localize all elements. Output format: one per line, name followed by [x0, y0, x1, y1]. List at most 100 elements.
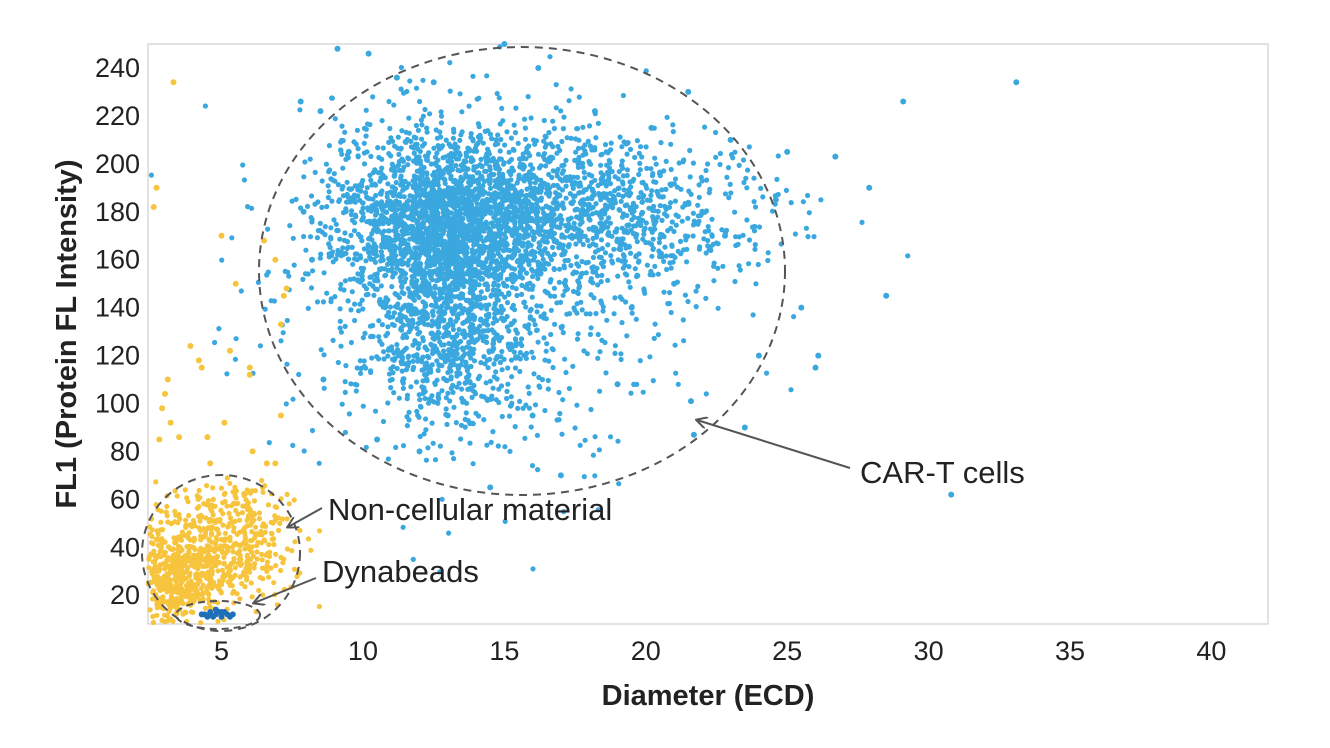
scatter-point-series-0: [339, 401, 345, 407]
scatter-point-series-0: [469, 237, 475, 243]
scatter-point-series-0: [308, 285, 315, 291]
scatter-point-series-0: [499, 202, 505, 209]
scatter-point-series-0: [496, 95, 502, 101]
scatter-point-series-0: [506, 183, 512, 189]
scatter-point-series-0: [546, 358, 552, 364]
scatter-point-series-0: [454, 331, 460, 337]
scatter-point-series-0: [484, 396, 490, 402]
scatter-point-series-0: [523, 402, 529, 408]
scatter-point-series-0: [661, 258, 667, 264]
scatter-point-series-0: [705, 161, 711, 167]
scatter-point-series-1: [180, 611, 186, 617]
scatter-point-series-0: [582, 175, 588, 181]
scatter-point-series-0: [633, 316, 639, 322]
scatter-point-series-0: [535, 259, 541, 265]
scatter-point-series-0: [568, 86, 574, 92]
scatter-point-series-0: [690, 233, 696, 239]
scatter-point-series-0: [736, 234, 742, 240]
scatter-point-series-0: [443, 395, 449, 401]
scatter-point-series-0: [529, 208, 535, 214]
scatter-point-series-1: [171, 535, 177, 541]
scatter-point-series-0: [359, 268, 366, 275]
scatter-point-series-0: [528, 424, 534, 430]
scatter-point-series-0: [370, 196, 376, 202]
scatter-point-series-0: [543, 163, 549, 169]
scatter-point-series-0: [592, 473, 598, 479]
scatter-point-series-1: [150, 613, 156, 620]
scatter-point-series-0: [498, 209, 504, 215]
scatter-point-series-0: [462, 333, 468, 339]
scatter-point-series-0: [434, 135, 440, 141]
scatter-point-series-0: [529, 202, 535, 208]
scatter-point-series-0: [429, 277, 435, 283]
scatter-point-series-0: [515, 140, 521, 146]
scatter-point-series-0: [524, 256, 530, 262]
scatter-point-series-0: [365, 195, 371, 201]
scatter-point-series-0: [685, 233, 691, 239]
scatter-point-series-0: [720, 263, 726, 269]
scatter-point-series-0: [455, 144, 461, 150]
scatter-point-series-0: [390, 370, 396, 376]
scatter-point-series-0: [474, 201, 480, 207]
scatter-point-series-0: [588, 278, 594, 284]
scatter-point-series-0: [608, 253, 614, 259]
scatter-point-series-1: [164, 503, 170, 510]
scatter-point-series-0: [662, 211, 668, 217]
scatter-point-series-0: [332, 116, 338, 122]
scatter-point-series-0: [565, 257, 571, 263]
scatter-point-series-0: [599, 245, 606, 252]
scatter-point-series-1: [195, 581, 201, 587]
scatter-point-series-0: [687, 147, 693, 154]
scatter-point-series-0: [385, 324, 391, 330]
scatter-point-series-0: [385, 181, 391, 187]
scatter-point-series-0: [468, 280, 474, 286]
scatter-point-series-0: [619, 179, 626, 185]
scatter-point-series-0: [495, 179, 502, 185]
scatter-point-series-0: [553, 105, 559, 111]
scatter-point-series-1: [159, 580, 165, 586]
scatter-point-series-0: [400, 443, 407, 449]
scatter-point-series-0: [545, 377, 551, 384]
scatter-point-series-0: [517, 350, 523, 356]
scatter-point-series-0: [513, 327, 519, 333]
scatter-point-series-0: [477, 176, 483, 182]
scatter-point-series-0: [567, 311, 573, 317]
scatter-point-series-1: [193, 573, 199, 579]
scatter-point-series-0: [414, 325, 420, 331]
scatter-point-series-0: [443, 137, 449, 143]
scatter-point-series-0: [470, 73, 476, 79]
scatter-point-series-0: [393, 74, 400, 81]
scatter-point-series-0: [467, 379, 473, 385]
scatter-point-series-0: [397, 191, 403, 197]
scatter-point-series-0: [488, 209, 494, 215]
scatter-point-series-0: [580, 160, 586, 166]
scatter-point-series-0: [385, 297, 391, 303]
scatter-point-series-0: [566, 385, 573, 392]
scatter-point-series-0: [590, 452, 597, 458]
scatter-point-series-0: [648, 166, 654, 172]
scatter-point-series-0: [504, 300, 511, 306]
scatter-point-series-0: [585, 259, 591, 265]
scatter-point-series-0: [509, 255, 515, 261]
scatter-point-series-0: [454, 273, 460, 280]
scatter-point-series-1: [186, 573, 192, 579]
scatter-point-series-0: [400, 183, 406, 189]
scatter-point-series-0: [558, 220, 564, 227]
scatter-point-series-1: [159, 536, 165, 542]
scatter-point-series-0: [592, 434, 598, 440]
scatter-point-series-0: [610, 193, 617, 199]
scatter-point-series-0: [505, 247, 511, 253]
scatter-point-series-0: [658, 140, 664, 146]
scatter-point-series-0: [377, 267, 383, 273]
scatter-point-series-0: [436, 267, 442, 273]
scatter-point-series-0: [652, 263, 658, 269]
scatter-point-series-0: [618, 247, 624, 253]
scatter-point-series-0: [435, 367, 441, 374]
scatter-point-series-0: [447, 60, 453, 66]
scatter-point-series-0: [399, 368, 405, 374]
scatter-point-series-1: [155, 573, 161, 580]
scatter-point-series-0: [430, 205, 436, 211]
scatter-point-series-0: [449, 348, 456, 354]
scatter-point-series-0: [727, 136, 734, 143]
scatter-point-series-0: [553, 82, 559, 88]
